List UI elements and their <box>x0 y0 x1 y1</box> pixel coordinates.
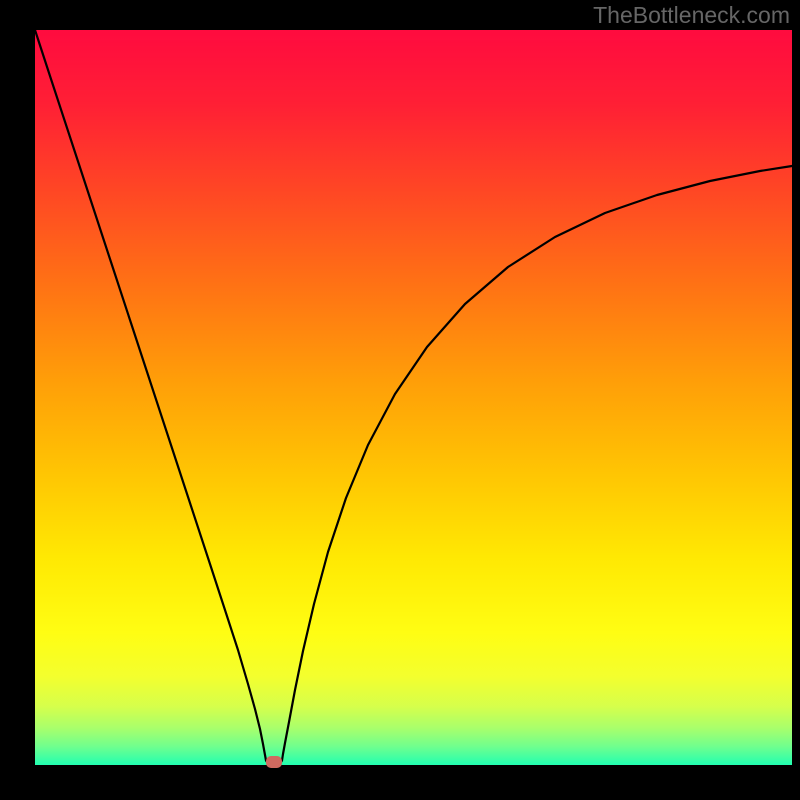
chart-frame: TheBottleneck.com <box>0 0 800 800</box>
bottleneck-chart <box>0 0 800 800</box>
minimum-marker <box>266 756 282 768</box>
watermark-text: TheBottleneck.com <box>593 2 790 29</box>
plot-background <box>35 30 792 765</box>
